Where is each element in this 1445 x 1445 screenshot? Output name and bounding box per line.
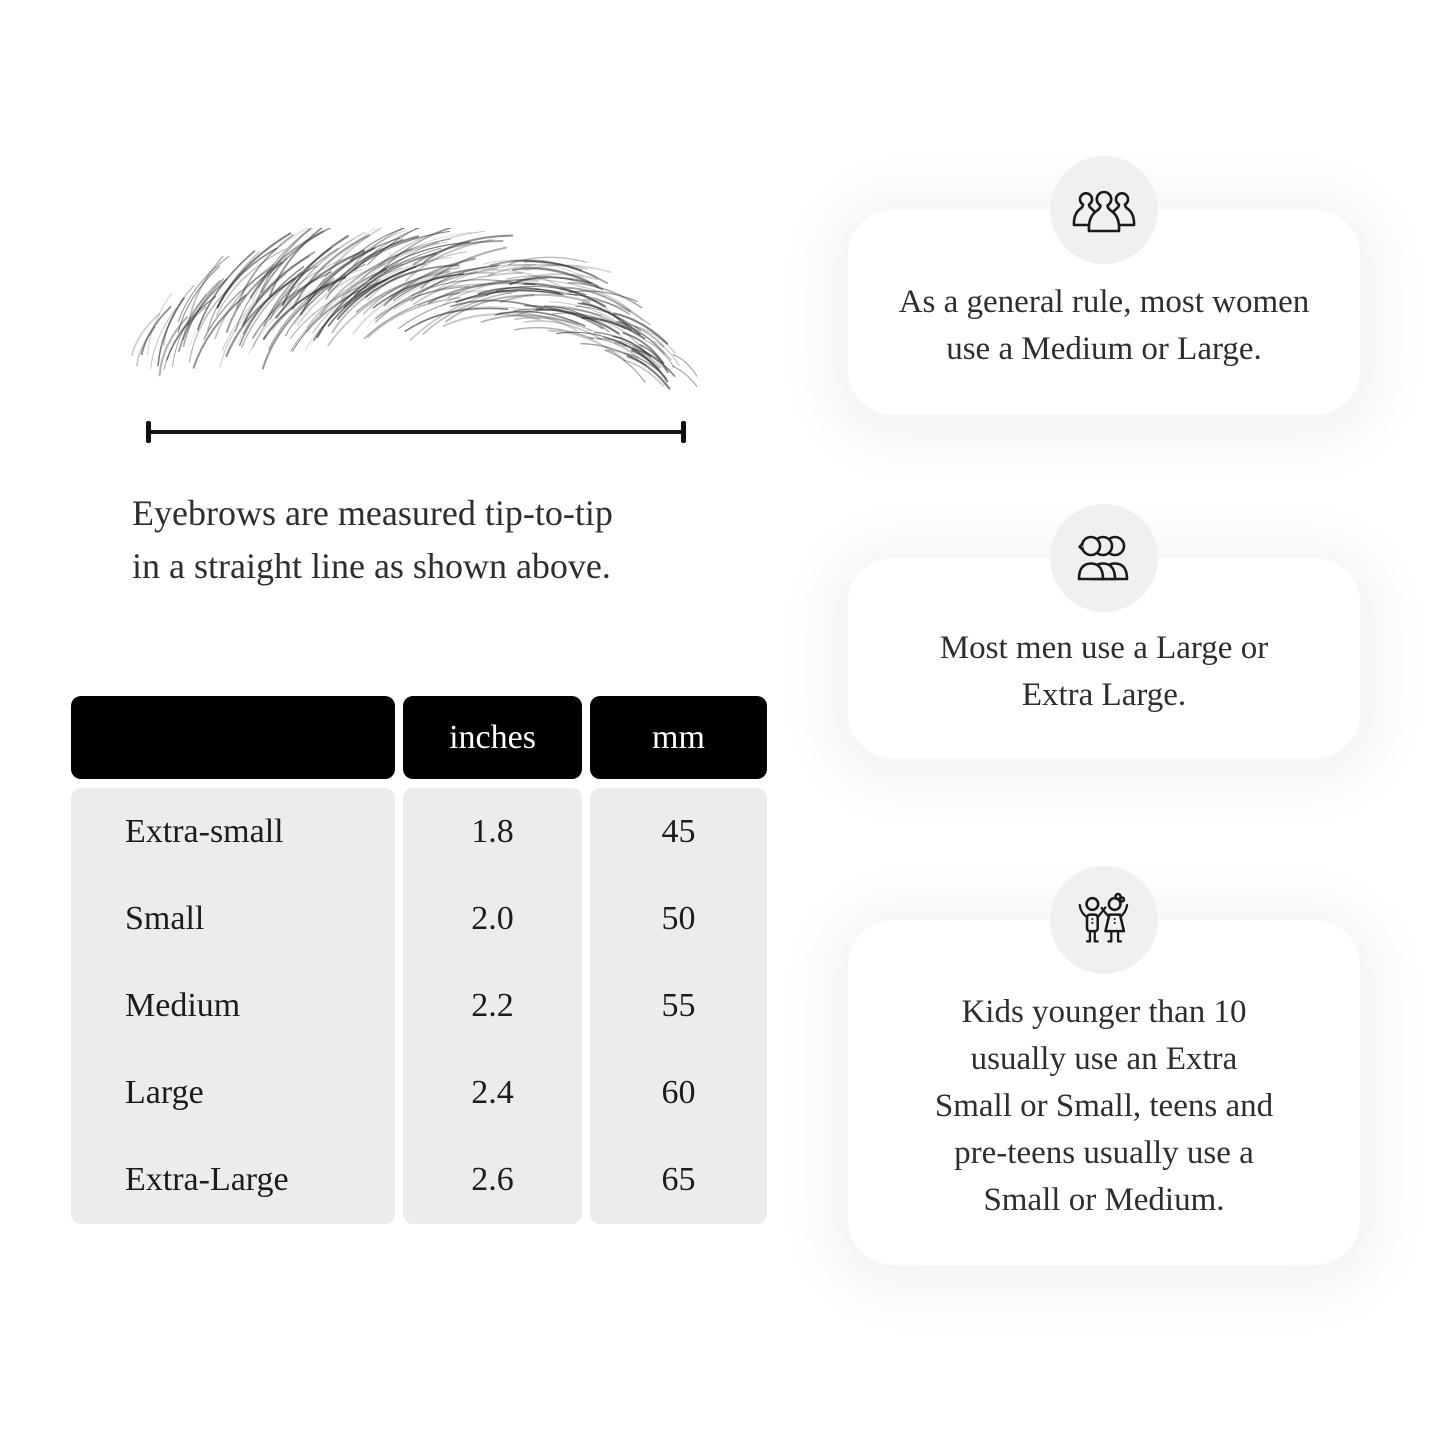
inches-cell: 2.6 (471, 1161, 514, 1199)
men-group-icon (1050, 504, 1158, 612)
size-cell: Medium (125, 987, 241, 1024)
table-body-size: Extra-small Small Medium Large Extra-Lar… (71, 788, 395, 1224)
info-card-kids: Kids younger than 10 usually use an Extr… (848, 866, 1360, 1265)
inches-cell: 1.8 (471, 812, 514, 850)
mm-cell: 45 (661, 812, 696, 850)
women-group-icon (1050, 156, 1158, 264)
column-header-inches: inches (403, 696, 582, 779)
measure-end-tick-left (146, 421, 151, 443)
table-body-mm: 45 50 55 60 65 (590, 788, 767, 1224)
inches-cell: 2.0 (471, 899, 514, 937)
table-body-inches: 1.8 2.0 2.2 2.4 2.6 (403, 788, 582, 1224)
info-card-women: As a general rule, most women use a Medi… (848, 156, 1360, 415)
mm-cell: 65 (661, 1161, 696, 1199)
measurement-line (146, 421, 686, 443)
column-header-mm: mm (590, 696, 767, 779)
table-column-mm: mm 45 50 55 60 65 (590, 696, 767, 1224)
card-text-women: As a general rule, most women use a Medi… (898, 284, 1310, 367)
card-text-kids: Kids younger than 10 usually use an Extr… (934, 993, 1274, 1218)
info-card-men: Most men use a Large or Extra Large. (848, 504, 1360, 758)
card-text-men: Most men use a Large or Extra Large. (939, 629, 1269, 713)
mm-cell: 50 (661, 899, 696, 937)
mm-cell: 60 (661, 1074, 696, 1112)
size-cell: Large (125, 1074, 204, 1112)
measure-bar (151, 429, 681, 435)
size-cell: Extra-Large (125, 1161, 289, 1199)
kids-icon (1050, 866, 1158, 974)
size-cell: Extra-small (125, 812, 284, 850)
mm-cell: 55 (661, 987, 696, 1024)
size-cell: Small (125, 899, 205, 937)
table-column-inches: inches 1.8 2.0 2.2 2.4 2.6 (403, 696, 582, 1224)
size-table: Extra-small Small Medium Large Extra-Lar… (71, 696, 767, 1224)
table-column-size: Extra-small Small Medium Large Extra-Lar… (71, 696, 395, 1224)
inches-cell: 2.4 (471, 1074, 514, 1112)
column-header-size (71, 696, 395, 779)
measure-end-tick-right (681, 421, 686, 443)
eyebrow-illustration (130, 228, 697, 390)
inches-cell: 2.2 (471, 987, 514, 1024)
measurement-caption: Eyebrows are measured tip-to-tip in a st… (132, 493, 613, 586)
